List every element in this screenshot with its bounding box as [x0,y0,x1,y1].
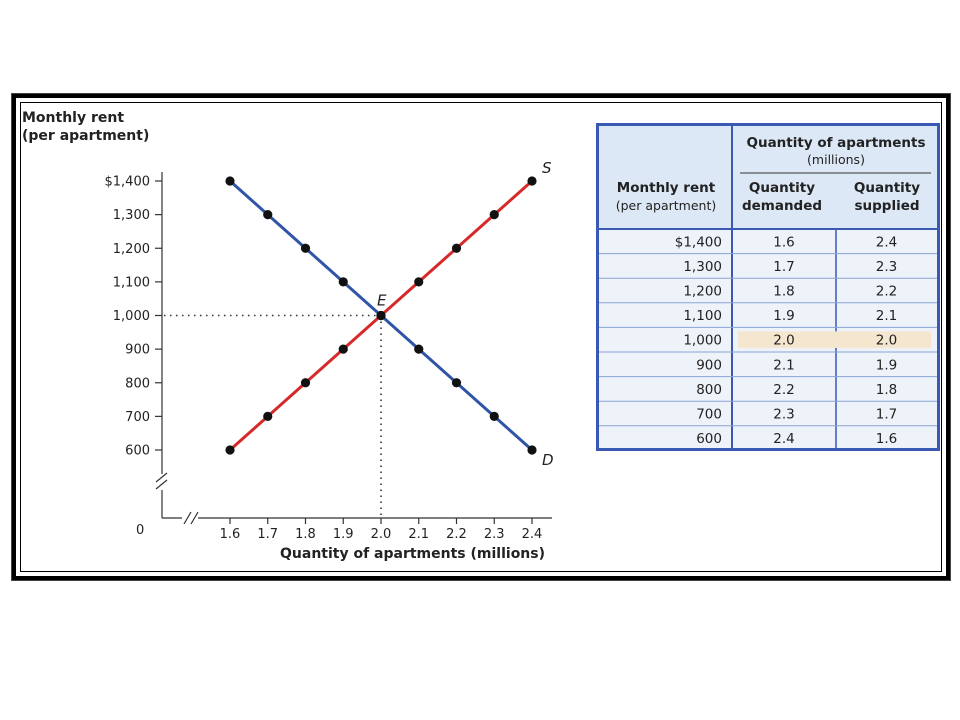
table-supplied-cell: 2.0 [876,333,897,349]
table-rent-cell: 1,000 [683,333,722,349]
demand-point [414,344,424,354]
supply-point [225,445,235,455]
origin-label: 0 [136,523,144,538]
y-tick-label: 700 [125,410,150,425]
demand-point [451,378,462,388]
y-tick-label: 1,300 [113,208,150,223]
table-supplied-cell: 2.2 [876,284,897,300]
supply-curve-label: S [542,159,552,177]
supply-point [376,310,386,321]
schedule-table: Quantity of apartments (millions) Monthl… [596,123,940,451]
slide-frame: Monthly rent (per apartment) Quantity of… [12,94,950,580]
table-body: $1,400 1.6 2.4 1,300 1.7 2.3 1,200 1.8 2.2 1,100 1… [599,126,937,448]
x-tick-label: 1.8 [295,527,316,542]
demand-point [489,411,499,421]
table-rent-cell: 1,200 [683,284,722,300]
table-col2-header-line1: Quantity [854,180,920,196]
equilibrium-label: E [377,292,387,310]
supply-demand-chart: Monthly rent (per apartment) Quantity of… [22,110,554,562]
table-group-subheader: (millions) [807,152,865,167]
y-tick-label: 600 [125,444,150,459]
x-tick-label: 1.7 [257,527,278,542]
table-demanded-cell: 1.6 [773,234,794,250]
supply-point [451,243,462,253]
table-demanded-cell: 2.3 [773,407,794,423]
table-col0-header-line1: Monthly rent [617,180,716,196]
demand-point [527,445,537,455]
table-supplied-cell: 1.9 [876,357,897,373]
table-rent-cell: 900 [696,357,722,373]
table-col1-header-line1: Quantity [749,180,815,196]
supply-point [489,210,499,220]
highlight-row-band [738,331,931,348]
x-tick-label: 2.0 [371,527,392,542]
table-col2-header-line2: supplied [854,198,919,214]
table-rent-cell: 600 [696,431,722,447]
y-tick-label: 1,000 [113,309,150,324]
table-rent-cell: 1,300 [683,259,722,275]
supply-point [300,378,311,388]
demand-point [263,210,273,220]
table-demanded-cell: 2.2 [773,382,794,398]
table-supplied-cell: 1.8 [876,382,897,398]
table-group-header: Quantity of apartments [746,135,925,151]
y-axis-break-mark-1 [155,472,168,483]
table-demanded-cell: 2.0 [773,333,794,349]
chart-plot-area: $1,400 1,300 1,200 1,100 1,000 900 800 700 600 1.… [105,159,554,542]
y-axis-title-line2: (per apartment) [22,128,149,144]
table-rent-cell: $1,400 [675,234,722,250]
x-tick-label: 2.1 [408,527,429,542]
x-axis-break-mark-1 [183,511,192,525]
table-demanded-cell: 2.1 [773,357,794,373]
table-demanded-cell: 1.9 [773,308,794,324]
table-supplied-cell: 2.3 [876,259,897,275]
supply-point [414,277,424,287]
demand-point [338,277,348,287]
x-tick-label: 1.9 [333,527,354,542]
table-demanded-cell: 2.4 [773,431,794,447]
supply-point [527,176,537,186]
demand-point [300,243,311,253]
y-tick-label: $1,400 [105,175,151,190]
y-axis-title-line1: Monthly rent [22,110,124,126]
x-axis-title: Quantity of apartments (millions) [280,546,545,562]
table-demanded-cell: 1.7 [773,259,794,275]
table-demanded-cell: 1.8 [773,284,794,300]
demand-point [225,176,235,186]
schedule-table-grid: Quantity of apartments (millions) Monthl… [599,126,937,448]
table-supplied-cell: 1.7 [876,407,897,423]
y-tick-label: 900 [125,343,150,358]
supply-point [338,344,348,354]
x-tick-label: 2.4 [522,527,543,542]
x-tick-label: 2.2 [446,527,467,542]
x-tick-label: 1.6 [220,527,241,542]
table-col1-header-line2: demanded [742,198,822,214]
table-supplied-cell: 1.6 [876,431,897,447]
y-tick-label: 1,100 [113,275,150,290]
supply-point [263,411,273,421]
table-rent-cell: 800 [696,382,722,398]
table-rent-cell: 700 [696,407,722,423]
table-supplied-cell: 2.4 [876,234,897,250]
table-supplied-cell: 2.1 [876,308,897,324]
table-rent-cell: 1,100 [683,308,722,324]
y-tick-label: 1,200 [113,242,150,257]
table-col0-header-line2: (per apartment) [616,198,716,213]
x-axis-break-mark-2 [190,511,199,525]
slide-frame-inner [20,102,942,572]
y-tick-label: 800 [125,376,150,391]
y-axis-break-mark-2 [155,479,168,490]
demand-curve-label: D [542,451,554,469]
x-tick-label: 2.3 [484,527,505,542]
